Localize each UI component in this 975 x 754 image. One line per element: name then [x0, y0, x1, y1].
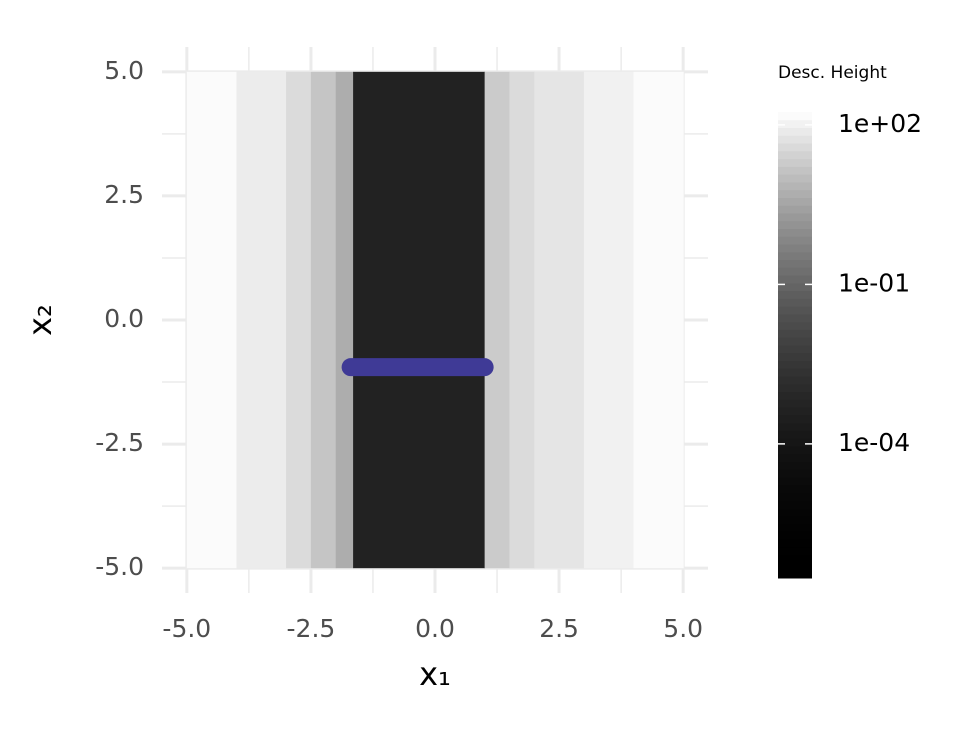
colorbar-segment — [778, 453, 812, 462]
colorbar-segment — [778, 228, 812, 237]
colorbar-segment — [778, 368, 812, 377]
heatmap-cell — [236, 71, 287, 569]
colorbar-segment — [778, 236, 812, 245]
colorbar-segment — [778, 205, 812, 214]
colorbar-segment — [778, 282, 812, 292]
colorbar-segment — [778, 135, 812, 144]
colorbar-segment — [778, 174, 812, 183]
colorbar-segment — [778, 112, 812, 121]
colorbar-segment — [778, 189, 812, 198]
colorbar-segment — [778, 383, 812, 393]
colorbar-segment — [778, 267, 812, 276]
colorbar-segment — [778, 158, 812, 167]
colorbar-segment — [778, 360, 812, 369]
colorbar-segment — [778, 329, 812, 338]
heatmap-cell — [310, 71, 337, 569]
y-tick-label: 5.0 — [104, 56, 144, 85]
colorbar-segment — [778, 546, 812, 556]
colorbar-segment — [778, 244, 812, 253]
x-tick-label: 2.5 — [539, 614, 579, 643]
colorbar-segment — [778, 500, 812, 509]
heatmap-cell — [353, 71, 486, 569]
colorbar-segment — [778, 492, 812, 501]
colorbar-segment — [778, 508, 812, 517]
x-tick-label: -2.5 — [287, 614, 336, 643]
colorbar-segment — [778, 313, 812, 323]
colorbar-segment — [778, 345, 812, 354]
y-tick-label: -5.0 — [95, 552, 144, 581]
colorbar-segment — [778, 515, 812, 525]
y-axis-title: x₂ — [21, 304, 59, 336]
colorbar-segment — [778, 143, 812, 152]
colorbar-segment — [778, 352, 812, 362]
colorbar-title: Desc. Height — [778, 63, 887, 83]
x-tick-label: -5.0 — [162, 614, 211, 643]
x-tick-label: 5.0 — [663, 614, 703, 643]
colorbar-segment — [778, 414, 812, 424]
colorbar-segment — [778, 181, 812, 191]
heatmap-cell — [509, 71, 535, 569]
colorbar-segment — [778, 562, 812, 571]
colorbar-segment — [778, 220, 812, 229]
colorbar-segment — [778, 523, 812, 532]
heatmap-cell — [583, 71, 635, 569]
heatmap-cell — [186, 71, 237, 569]
colorbar-segment — [778, 290, 812, 299]
colorbar-segment — [778, 337, 812, 346]
colorbar-segment — [778, 422, 812, 431]
colorbar-segment — [778, 376, 812, 385]
colorbar-segment — [778, 275, 812, 284]
colorbar-segment — [778, 570, 812, 579]
colorbar-tick-label: 1e-01 — [838, 268, 910, 297]
colorbar-segment — [778, 430, 812, 439]
heatmap-cell — [335, 71, 354, 569]
x-tick-label: 0.0 — [415, 614, 455, 643]
colorbar-segment — [778, 461, 812, 470]
y-tick-label: 0.0 — [104, 304, 144, 333]
colorbar-segment — [778, 127, 812, 136]
heatmap-cell — [534, 71, 585, 569]
colorbar-tick-label: 1e-04 — [838, 428, 910, 457]
colorbar-segment — [778, 399, 812, 408]
colorbar-segment — [778, 150, 812, 160]
colorbar-segment — [778, 484, 812, 494]
colorbar-segment — [778, 531, 812, 540]
colorbar-segment — [778, 445, 812, 455]
heatmap-cell — [286, 71, 312, 569]
colorbar-segment — [778, 306, 812, 315]
colorbar-segment — [778, 212, 812, 222]
colorbar-segment — [778, 391, 812, 400]
colorbar-segment — [778, 197, 812, 206]
y-tick-label: -2.5 — [95, 428, 144, 457]
colorbar-segment — [778, 321, 812, 330]
colorbar-segment — [778, 251, 812, 261]
colorbar-segment — [778, 554, 812, 563]
colorbar-segment — [778, 477, 812, 486]
y-tick-label: 2.5 — [104, 180, 144, 209]
colorbar-segment — [778, 469, 812, 478]
heatmap-cell — [633, 71, 684, 569]
colorbar-segment — [778, 119, 812, 129]
colorbar-segment — [778, 166, 812, 175]
x-axis-title: x₁ — [419, 655, 451, 693]
colorbar-segment — [778, 539, 812, 548]
colorbar-tick-label: 1e+02 — [838, 109, 922, 138]
colorbar-segment — [778, 438, 812, 447]
heatmap-cell — [484, 71, 510, 569]
colorbar-segment — [778, 298, 812, 307]
colorbar-segment — [778, 259, 812, 268]
colorbar-segment — [778, 407, 812, 416]
